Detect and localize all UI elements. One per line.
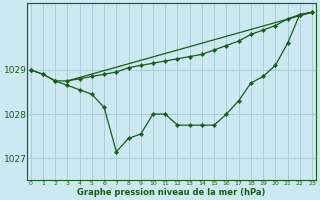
X-axis label: Graphe pression niveau de la mer (hPa): Graphe pression niveau de la mer (hPa) bbox=[77, 188, 266, 197]
